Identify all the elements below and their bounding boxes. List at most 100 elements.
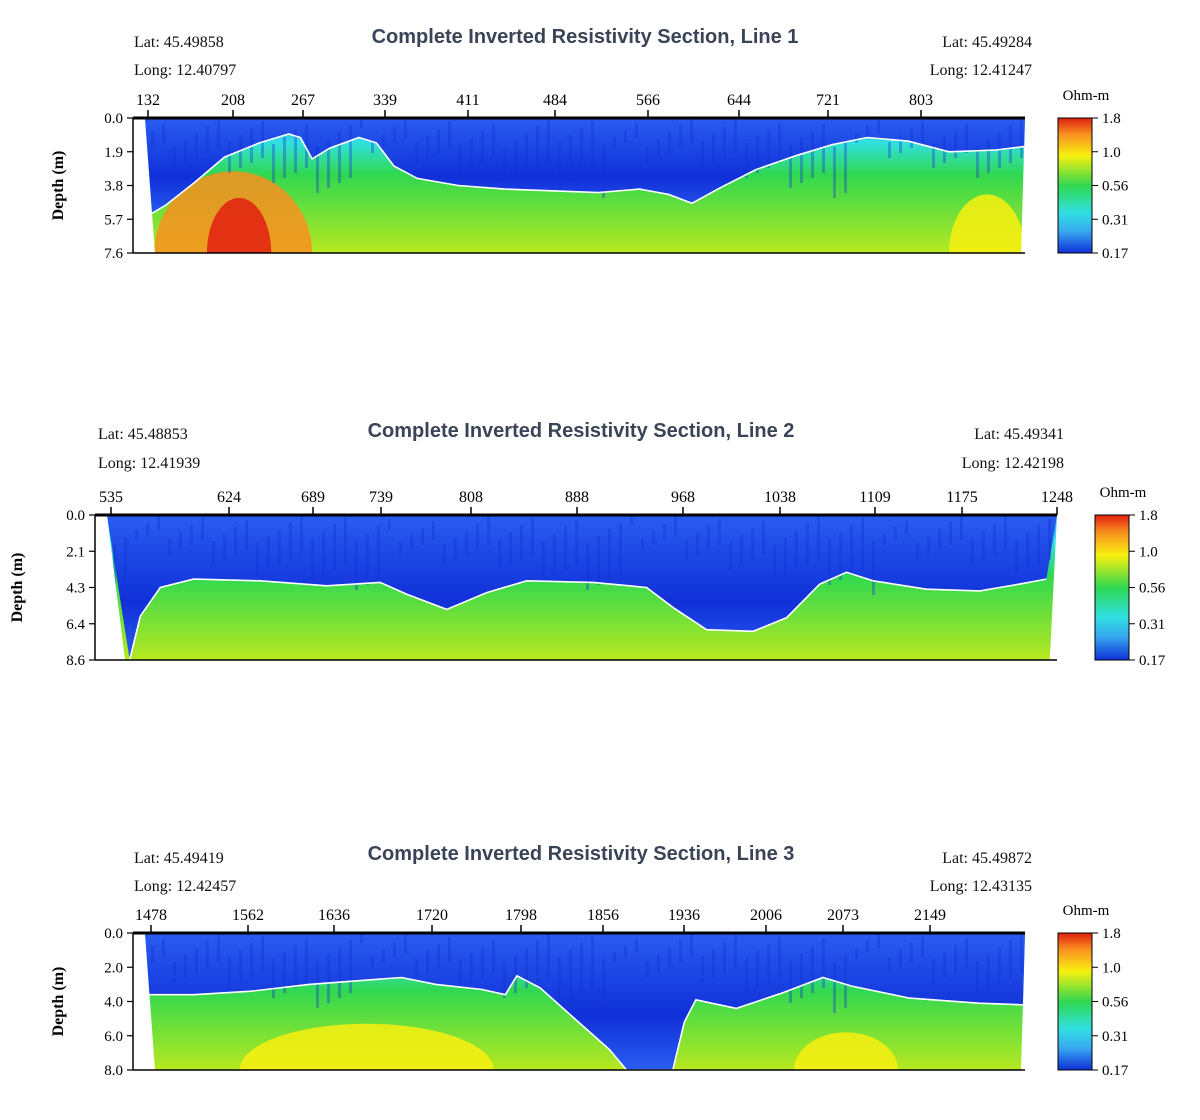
- texture-streak: [201, 518, 204, 540]
- end-latitude: Lat: 45.49872: [942, 850, 1032, 868]
- x-tick-label: 1798: [505, 907, 537, 924]
- long-label: Long:: [134, 878, 173, 895]
- y-tick-label: 5.7: [104, 212, 123, 228]
- colorbar-label: 0.31: [1139, 617, 1165, 633]
- texture-streak: [261, 936, 264, 973]
- texture-streak: [597, 536, 600, 585]
- start-longitude: Long: 12.40797: [134, 62, 236, 80]
- layer-boundary-line: [145, 974, 1025, 1070]
- texture-streak: [652, 531, 655, 545]
- x-tick-label: 1936: [668, 907, 700, 924]
- texture-streak: [982, 531, 985, 560]
- texture-streak: [734, 935, 737, 968]
- texture-streak: [558, 957, 561, 1003]
- chart-title: Complete Inverted Resistivity Section, L…: [367, 420, 795, 442]
- texture-streak: [366, 533, 369, 585]
- start-longitude: Long: 12.41939: [98, 455, 200, 473]
- lat-value: 45.49341: [1004, 426, 1064, 443]
- x-tick-label: 339: [373, 92, 397, 109]
- y-tick-label: 6.0: [104, 1029, 123, 1045]
- x-tick-label: 803: [909, 92, 933, 109]
- texture-streak: [349, 125, 352, 178]
- texture-streak: [932, 959, 935, 983]
- texture-streak: [470, 138, 473, 168]
- texture-streak: [795, 530, 798, 570]
- texture-streak: [135, 530, 138, 540]
- texture-streak: [921, 121, 924, 143]
- texture-streak: [756, 951, 759, 988]
- x-tick-label: 566: [636, 92, 660, 109]
- texture-streak: [938, 529, 941, 550]
- texture-streak: [382, 949, 385, 963]
- y-axis-title: Depth (m): [50, 151, 67, 221]
- texture-streak: [179, 532, 182, 550]
- resistivity-section: [145, 933, 1025, 1070]
- upper-layer-fill: [145, 933, 1025, 1070]
- texture-streak: [976, 146, 979, 178]
- texture-streak: [113, 544, 116, 595]
- texture-streak: [729, 542, 732, 570]
- texture-streak: [707, 526, 710, 550]
- texture-streak: [751, 528, 754, 560]
- texture-streak: [294, 945, 297, 988]
- texture-streak: [910, 943, 913, 963]
- texture-streak: [487, 516, 490, 545]
- texture-streak: [690, 118, 693, 143]
- texture-streak: [322, 531, 325, 575]
- texture-streak: [624, 130, 627, 143]
- resistivity-section: [145, 118, 1025, 253]
- texture-streak: [608, 529, 611, 580]
- texture-streak: [228, 142, 231, 173]
- texture-streak: [833, 962, 836, 1013]
- colorbar-label: 0.56: [1139, 581, 1166, 597]
- texture-streak: [591, 936, 594, 988]
- texture-streak: [503, 962, 506, 998]
- texture-streak: [437, 129, 440, 153]
- texture-streak: [294, 130, 297, 173]
- texture-streak: [470, 953, 473, 983]
- texture-streak: [206, 941, 209, 968]
- lat-label: Lat:: [942, 34, 968, 51]
- end-longitude: Long: 12.42198: [962, 455, 1064, 473]
- colorbar-label: 1.8: [1139, 508, 1158, 524]
- texture-streak: [514, 140, 517, 178]
- texture-streak: [547, 934, 550, 978]
- texture-streak: [146, 523, 149, 535]
- texture-streak: [641, 538, 644, 550]
- y-tick-label: 2.1: [66, 544, 85, 560]
- texture-streak: [580, 128, 583, 178]
- texture-streak: [998, 947, 1001, 983]
- texture-streak: [124, 537, 127, 590]
- x-tick-label: 535: [99, 489, 123, 506]
- upper-layer-fill: [107, 515, 1057, 660]
- x-tick-label: 624: [217, 489, 241, 506]
- texture-streak: [476, 523, 479, 550]
- texture-streak: [1020, 933, 1023, 973]
- upper-layer-fill: [145, 118, 1025, 218]
- y-tick-label: 0.0: [104, 926, 123, 942]
- x-tick-label: 1720: [416, 907, 448, 924]
- texture-streak: [234, 527, 237, 555]
- texture-streak: [844, 955, 847, 1008]
- texture-streak: [542, 541, 545, 580]
- texture-streak: [1015, 540, 1018, 575]
- start-latitude: Lat: 45.49858: [134, 34, 224, 52]
- texture-streak: [773, 544, 776, 580]
- texture-streak: [916, 543, 919, 560]
- texture-streak: [635, 938, 638, 953]
- texture-streak: [415, 143, 418, 163]
- texture-streak: [443, 544, 446, 565]
- y-axis-title: Depth (m): [50, 967, 67, 1037]
- texture-streak: [971, 538, 974, 565]
- texture-streak: [932, 144, 935, 168]
- texture-streak: [272, 959, 275, 998]
- colorbar-label: 1.8: [1102, 926, 1121, 942]
- texture-streak: [580, 943, 583, 993]
- texture-streak: [415, 958, 418, 978]
- texture-streak: [850, 525, 853, 575]
- texture-streak: [250, 943, 253, 978]
- texture-streak: [1037, 526, 1040, 565]
- colorbar-label: 0.56: [1102, 995, 1129, 1011]
- resistivity-section: [107, 515, 1057, 660]
- texture-streak: [822, 124, 825, 173]
